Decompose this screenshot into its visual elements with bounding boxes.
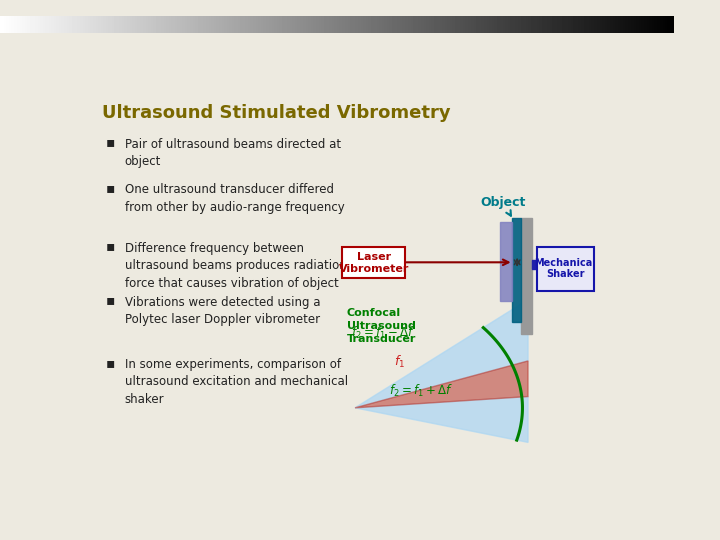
Polygon shape [512,218,521,322]
Text: ▪: ▪ [106,136,115,150]
Text: ▪: ▪ [106,181,115,195]
Polygon shape [531,260,539,268]
FancyBboxPatch shape [537,246,593,291]
Text: Pair of ultrasound beams directed at
object: Pair of ultrasound beams directed at obj… [125,138,341,168]
Polygon shape [500,222,512,301]
Text: $f_2=f_1-\Delta f$: $f_2=f_1-\Delta f$ [351,325,415,341]
Text: In some experiments, comparison of
ultrasound excitation and mechanical
shaker: In some experiments, comparison of ultra… [125,358,348,406]
Polygon shape [521,218,531,334]
Polygon shape [355,300,528,442]
Polygon shape [355,300,528,408]
Text: One ultrasound transducer differed
from other by audio-range frequency: One ultrasound transducer differed from … [125,183,344,214]
Text: Difference frequency between
ultrasound beams produces radiation
force that caus: Difference frequency between ultrasound … [125,241,346,289]
FancyBboxPatch shape [342,247,405,278]
Text: Object: Object [481,196,526,216]
Text: $f_2=f_1+\Delta f$: $f_2=f_1+\Delta f$ [389,383,452,400]
Text: ▪: ▪ [106,356,115,370]
Text: Ultrasound Stimulated Vibrometry: Ultrasound Stimulated Vibrometry [102,104,451,122]
Text: Laser
Vibrometer: Laser Vibrometer [338,252,409,274]
Polygon shape [355,361,528,408]
Text: ▪: ▪ [106,294,115,307]
Text: Vibrations were detected using a
Polytec laser Doppler vibrometer: Vibrations were detected using a Polytec… [125,295,320,326]
Text: Confocal
Ultrasound
Transducer: Confocal Ultrasound Transducer [347,308,416,345]
Text: Mechanical
Shaker: Mechanical Shaker [534,258,596,279]
Text: ▪: ▪ [106,239,115,253]
Text: $f_1$: $f_1$ [394,354,405,370]
Polygon shape [355,396,528,442]
